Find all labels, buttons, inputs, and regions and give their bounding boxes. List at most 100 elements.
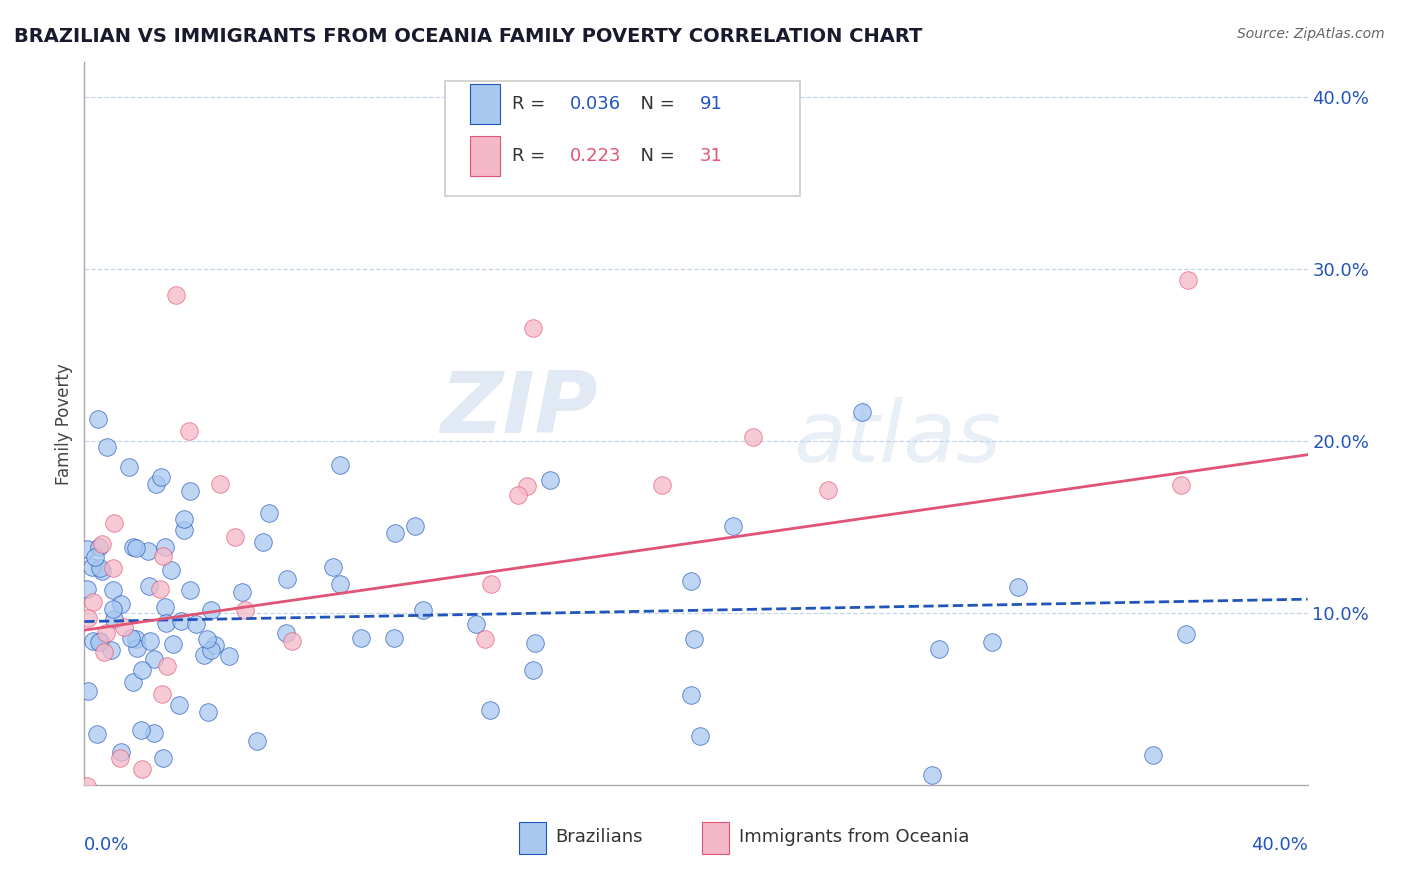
Point	[167, 698, 190, 712]
Point	[76, 779, 98, 793]
Y-axis label: Family Poverty: Family Poverty	[55, 363, 73, 484]
Point	[76, 582, 98, 596]
Point	[87, 635, 110, 649]
Point	[508, 488, 530, 502]
Point	[152, 549, 174, 563]
Point	[741, 430, 763, 444]
Point	[82, 634, 104, 648]
FancyBboxPatch shape	[446, 80, 800, 196]
Point	[200, 603, 222, 617]
Point	[96, 440, 118, 454]
Point	[138, 633, 160, 648]
Text: R =: R =	[513, 95, 551, 113]
Point	[523, 636, 546, 650]
Text: N =: N =	[628, 95, 681, 113]
Point	[76, 845, 98, 859]
Point	[155, 540, 177, 554]
Point	[179, 484, 201, 499]
Point	[155, 600, 177, 615]
Point	[127, 640, 149, 655]
Point	[138, 544, 160, 558]
Point	[474, 632, 496, 646]
Text: atlas: atlas	[794, 397, 1002, 480]
Point	[281, 634, 304, 648]
Point	[145, 476, 167, 491]
Point	[928, 641, 950, 656]
Point	[195, 632, 218, 646]
Text: 0.223: 0.223	[569, 147, 621, 165]
Point	[538, 473, 561, 487]
Point	[384, 525, 406, 540]
Text: Brazilians: Brazilians	[555, 828, 643, 846]
Point	[150, 687, 173, 701]
Point	[689, 729, 711, 743]
Point	[651, 477, 673, 491]
Point	[93, 645, 115, 659]
FancyBboxPatch shape	[470, 85, 501, 124]
Point	[350, 631, 373, 645]
Text: Immigrants from Oceania: Immigrants from Oceania	[738, 828, 969, 846]
Point	[138, 578, 160, 592]
Point	[120, 631, 142, 645]
Point	[464, 616, 486, 631]
Point	[112, 620, 135, 634]
Point	[101, 561, 124, 575]
Point	[117, 460, 139, 475]
Point	[94, 626, 117, 640]
Point	[204, 638, 226, 652]
Text: 31: 31	[700, 147, 723, 165]
Point	[125, 632, 148, 647]
Point	[82, 595, 104, 609]
Point	[224, 530, 246, 544]
Point	[259, 506, 281, 520]
Point	[76, 542, 98, 557]
Point	[479, 577, 502, 591]
Point	[412, 603, 434, 617]
Point	[121, 540, 143, 554]
Point	[522, 321, 544, 335]
Point	[103, 582, 125, 597]
Point	[156, 659, 179, 673]
Text: N =: N =	[628, 147, 681, 165]
Point	[683, 632, 706, 647]
Text: ZIP: ZIP	[440, 368, 598, 450]
Point	[479, 703, 502, 717]
Point	[80, 559, 103, 574]
Point	[91, 838, 114, 852]
Point	[274, 626, 297, 640]
FancyBboxPatch shape	[519, 822, 546, 854]
Point	[218, 649, 240, 664]
Text: Source: ZipAtlas.com: Source: ZipAtlas.com	[1237, 27, 1385, 41]
Point	[172, 795, 194, 809]
Point	[131, 663, 153, 677]
FancyBboxPatch shape	[470, 136, 501, 177]
Point	[77, 684, 100, 698]
Point	[89, 634, 111, 648]
Point	[91, 537, 114, 551]
Point	[197, 705, 219, 719]
Point	[246, 734, 269, 748]
Point	[1170, 478, 1192, 492]
Text: 91: 91	[700, 95, 723, 113]
Point	[77, 611, 100, 625]
Point	[322, 560, 344, 574]
Point	[679, 688, 702, 702]
Point	[170, 615, 193, 629]
Point	[90, 564, 112, 578]
Point	[86, 727, 108, 741]
Point	[1177, 273, 1199, 287]
Point	[150, 469, 173, 483]
Point	[276, 572, 298, 586]
Point	[179, 424, 201, 438]
Point	[125, 541, 148, 556]
Point	[152, 751, 174, 765]
Point	[186, 616, 208, 631]
Point	[108, 751, 131, 765]
Point	[173, 512, 195, 526]
Point	[851, 405, 873, 419]
Point	[1175, 627, 1198, 641]
Point	[121, 674, 143, 689]
Text: 40.0%: 40.0%	[1251, 836, 1308, 854]
Point	[921, 768, 943, 782]
Point	[1142, 747, 1164, 762]
